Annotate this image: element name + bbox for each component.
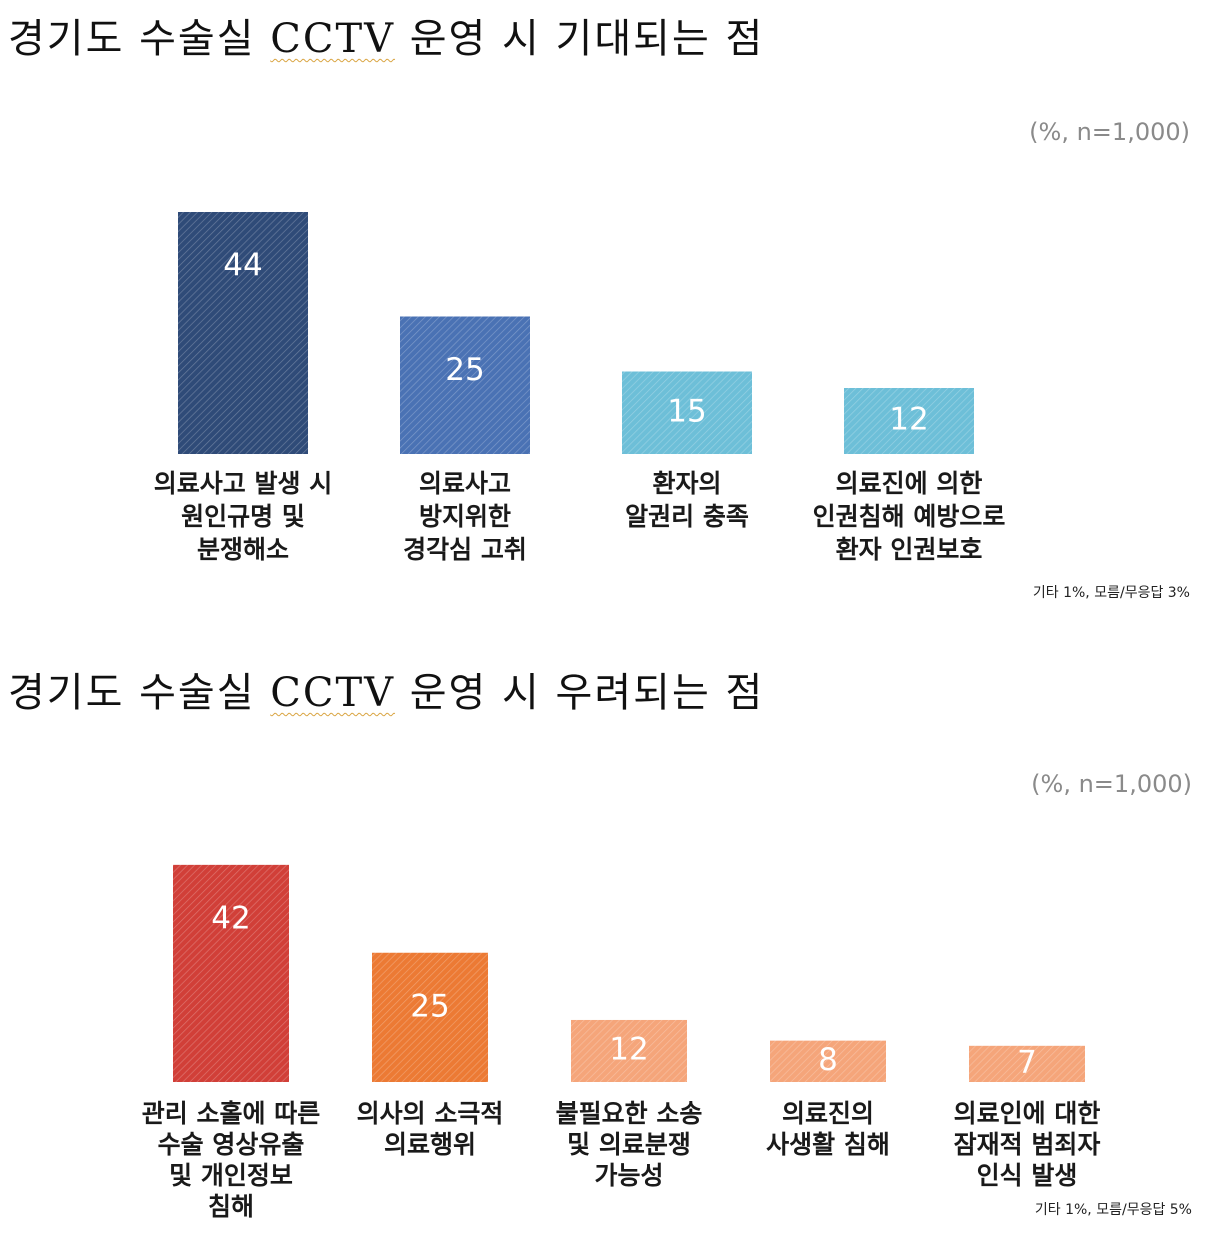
category-label-1: 및 개인정보 (169, 1161, 293, 1190)
value-label-3: 15 (667, 393, 706, 429)
category-label-1: 관리 소홀에 따른 (142, 1099, 320, 1128)
category-label-5: 인식 발생 (977, 1161, 1078, 1190)
category-label-4: 사생활 침해 (766, 1130, 890, 1159)
value-label-3: 12 (609, 1031, 648, 1067)
category-label-2: 방지위한 (419, 502, 511, 531)
category-label-3: 불필요한 소송 (556, 1099, 703, 1128)
category-label-2: 의료행위 (384, 1130, 476, 1159)
chart-title-concerns: 경기도 수술실 CCTV 운영 시 우려되는 점 (8, 660, 764, 718)
category-label-3: 환자의 (652, 469, 721, 498)
title-cctv: CCTV (270, 16, 396, 62)
bar-1 (173, 864, 289, 1082)
category-label-2: 의료사고 (419, 469, 511, 498)
title-prefix: 경기도 수술실 (8, 670, 271, 716)
value-label-1: 44 (223, 248, 262, 284)
category-label-2: 의사의 소극적 (357, 1099, 504, 1128)
category-label-5: 잠재적 범죄자 (954, 1130, 1101, 1159)
value-label-5: 7 (1017, 1044, 1037, 1080)
value-label-4: 8 (818, 1042, 838, 1078)
value-label-1: 42 (211, 900, 250, 936)
value-label-2: 25 (445, 352, 484, 388)
category-label-3: 및 의료분쟁 (567, 1130, 691, 1159)
value-label-2: 25 (410, 988, 449, 1024)
bar-4 (844, 388, 974, 454)
bar-5 (969, 1045, 1085, 1082)
category-label-3: 가능성 (594, 1161, 663, 1190)
title-cctv: CCTV (270, 670, 396, 716)
title-suffix: 운영 시 우려되는 점 (395, 670, 765, 716)
category-label-4: 인권침해 예방으로 (813, 502, 1006, 531)
value-label-4: 12 (889, 402, 928, 438)
bar-1 (178, 212, 308, 454)
title-suffix: 운영 시 기대되는 점 (395, 16, 765, 62)
bar-2 (400, 316, 530, 454)
category-label-1: 수술 영상유출 (158, 1130, 305, 1159)
category-label-4: 환자 인권보호 (836, 535, 983, 564)
category-label-4: 의료진에 의한 (836, 469, 983, 498)
category-label-2: 경각심 고취 (403, 535, 527, 564)
category-label-3: 알권리 충족 (625, 502, 749, 531)
category-label-1: 원인규명 및 (181, 502, 305, 531)
chart-title-expectations: 경기도 수술실 CCTV 운영 시 기대되는 점 (8, 6, 764, 64)
bar-3 (622, 371, 752, 454)
bar-2 (372, 952, 488, 1082)
footnote-concerns: 기타 1%, 모름/무응답 5% (1034, 1202, 1192, 1218)
category-label-4: 의료진의 (782, 1099, 874, 1128)
category-label-5: 의료인에 대한 (954, 1099, 1101, 1128)
bar-3 (571, 1019, 687, 1082)
bar-4 (770, 1040, 886, 1082)
category-label-1: 분쟁해소 (197, 535, 289, 564)
unit-note-concerns: (%, n=1,000) (1031, 770, 1192, 798)
unit-note-expectations: (%, n=1,000) (1029, 118, 1190, 146)
category-label-1: 침해 (208, 1192, 254, 1221)
title-prefix: 경기도 수술실 (8, 16, 271, 62)
footnote-expectations: 기타 1%, 모름/무응답 3% (1032, 585, 1190, 601)
category-label-1: 의료사고 발생 시 (154, 469, 332, 498)
